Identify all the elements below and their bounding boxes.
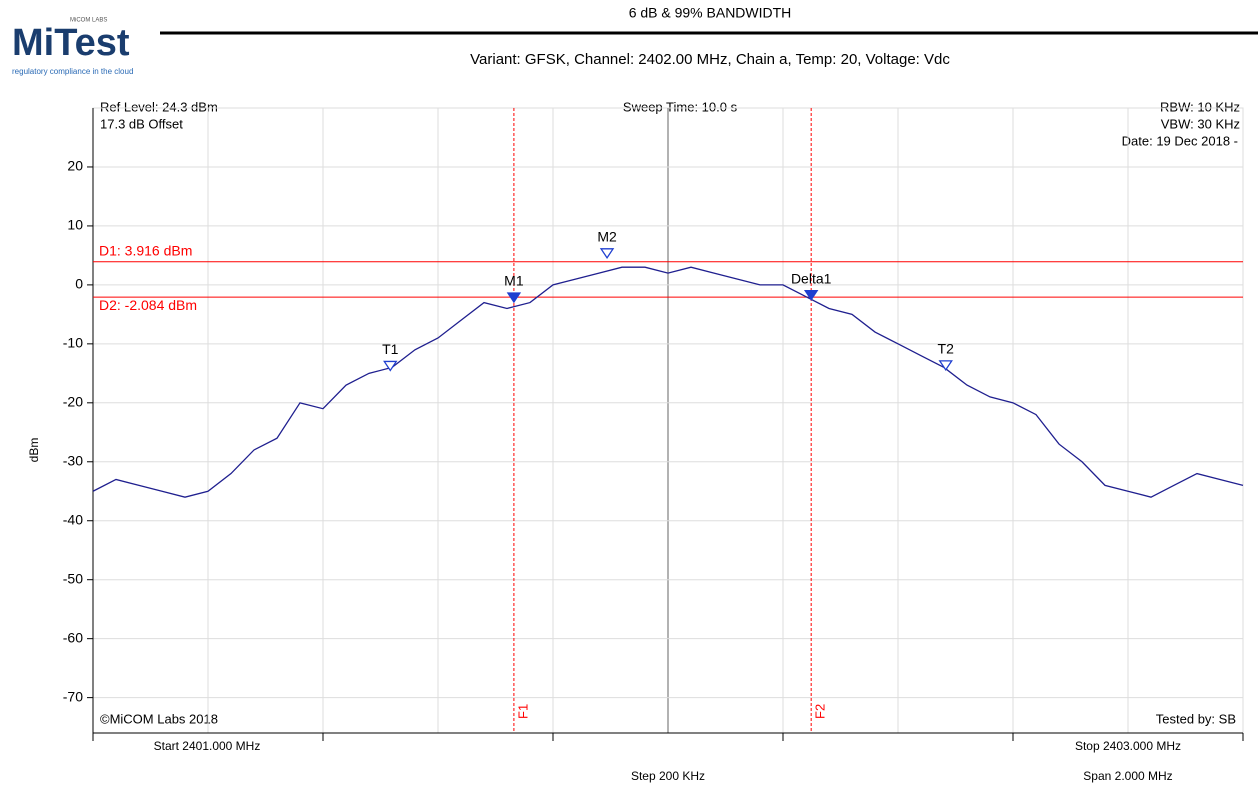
sweep-time: Sweep Time: 10.0 s [623, 99, 738, 114]
marker [803, 290, 819, 301]
step: Step 200 KHz [631, 769, 705, 783]
plot: 20 10 0 -10 -20 -30 -40 -50 -60 -70 D1: 3.916 dBm D… [63, 107, 1244, 741]
y-tick-label: -40 [63, 511, 83, 527]
logo-brand: MiCOM LABS [70, 18, 107, 24]
marker [599, 248, 615, 259]
rbw: RBW: 10 KHz [1160, 99, 1240, 114]
copyright: ©MiCOM Labs 2018 [100, 711, 218, 726]
logo-tagline: regulatory compliance in the cloud [12, 67, 133, 76]
span: Span 2.000 MHz [1083, 769, 1172, 783]
vbw: VBW: 30 KHz [1161, 116, 1240, 131]
marker [383, 360, 398, 372]
y-tick-label: -60 [63, 629, 83, 645]
y-tick-label: -50 [63, 570, 83, 586]
display-line-label: D2: -2.084 dBm [99, 297, 197, 313]
chart-title: 6 dB & 99% BANDWIDTH [629, 5, 792, 21]
logo-name: MiTest [12, 22, 130, 64]
marker-label: T2 [938, 341, 955, 357]
y-tick-label: -20 [63, 394, 83, 410]
marker-label: M2 [597, 229, 617, 245]
start-freq: Start 2401.000 MHz [154, 739, 261, 753]
tested-by: Tested by: SB [1156, 711, 1236, 726]
freq-line-label: F1 [515, 704, 530, 719]
y-tick-label: 20 [67, 158, 83, 174]
stop-freq: Stop 2403.000 MHz [1075, 739, 1181, 753]
y-tick-label: 10 [67, 217, 83, 233]
marker [506, 292, 522, 304]
marker-label: T1 [382, 341, 399, 357]
freq-line-label: F2 [813, 704, 828, 719]
y-axis-label: dBm [27, 438, 41, 463]
y-tick-label: -10 [63, 335, 83, 351]
display-line-label: D1: 3.916 dBm [99, 243, 192, 259]
date: Date: 19 Dec 2018 - [1122, 133, 1238, 148]
marker-label: M1 [504, 273, 524, 289]
y-tick-label: -70 [63, 688, 83, 704]
chart-subtitle: Variant: GFSK, Channel: 2402.00 MHz, Cha… [470, 51, 950, 68]
marker [938, 360, 953, 372]
trace [92, 266, 1244, 498]
offset: 17.3 dB Offset [100, 116, 183, 131]
y-tick-label: 0 [75, 276, 83, 292]
logo: MiTest MiCOM LABS regulatory compliance … [12, 18, 133, 77]
marker-label: Delta1 [791, 270, 832, 286]
ref-level: Ref Level: 24.3 dBm [100, 99, 218, 114]
y-tick-label: -30 [63, 452, 83, 468]
